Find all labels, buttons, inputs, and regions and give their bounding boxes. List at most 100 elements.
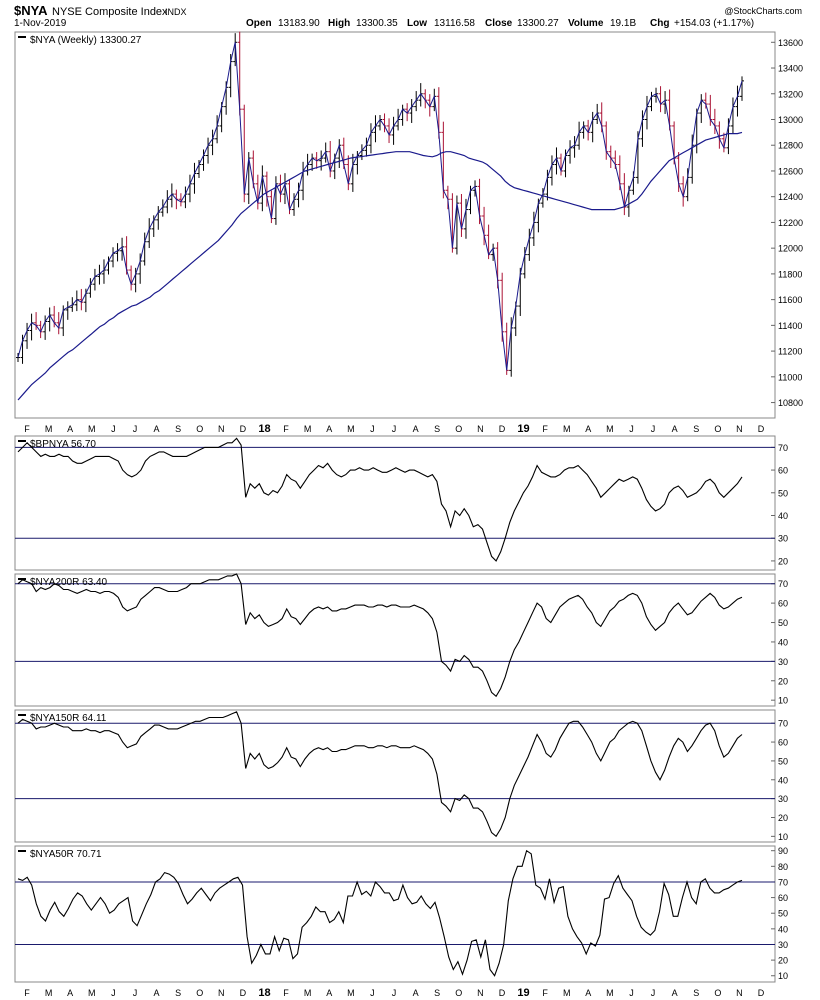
x-tick-label: D xyxy=(499,424,506,434)
x-tick-label: J xyxy=(370,988,375,998)
x-tick-label: A xyxy=(585,988,591,998)
y-tick-label: 50 xyxy=(778,909,788,919)
x-tick-label: D xyxy=(499,988,506,998)
volume-value: 19.1B xyxy=(610,18,636,29)
panel-title: $NYA200R 63.40 xyxy=(30,577,108,588)
high-value: 13300.35 xyxy=(356,18,398,29)
x-tick-label: A xyxy=(154,988,160,998)
close-value: 13300.27 xyxy=(517,18,559,29)
x-tick-label: J xyxy=(133,424,138,434)
x-tick-label: N xyxy=(736,424,743,434)
x-tick-label: J xyxy=(392,424,397,434)
x-axis-months: F M A M J J A S O N D 18 F M A M J J A S O N D 19 F M A M J J A S O N D F M A… xyxy=(24,423,765,999)
price-bars xyxy=(16,31,744,377)
x-tick-label: A xyxy=(326,424,332,434)
y-tick-label: 40 xyxy=(778,775,788,785)
x-tick-label: O xyxy=(455,988,462,998)
x-tick-label: N xyxy=(736,988,743,998)
x-tick-label: S xyxy=(693,988,699,998)
legend-swatch xyxy=(18,850,26,852)
y-tick-label: 12800 xyxy=(778,141,803,151)
x-tick-label: F xyxy=(24,424,30,434)
indicator-line xyxy=(17,849,743,977)
chg-value: +154.03 (+1.17%) xyxy=(674,18,754,29)
open-label: Open xyxy=(246,18,272,29)
x-tick-label: F xyxy=(283,424,289,434)
x-tick-label: S xyxy=(434,988,440,998)
x-tick-label: A xyxy=(672,988,678,998)
x-tick-label: S xyxy=(693,424,699,434)
y-tick-label: 90 xyxy=(778,846,788,856)
x-tick-label: 19 xyxy=(517,987,529,999)
x-tick-label: J xyxy=(629,988,634,998)
x-tick-label: D xyxy=(240,424,247,434)
x-tick-label: M xyxy=(88,424,96,434)
panel-border xyxy=(14,31,776,419)
y-tick-label: 70 xyxy=(778,443,788,453)
x-tick-label: F xyxy=(542,988,548,998)
x-tick-label: M xyxy=(347,424,355,434)
y-tick-label: 30 xyxy=(778,940,788,950)
symbol: $NYA xyxy=(14,3,48,18)
x-tick-label: M xyxy=(45,424,53,434)
moving-average-line xyxy=(17,131,743,401)
legend-swatch xyxy=(18,578,26,580)
y-tick-label: 40 xyxy=(778,924,788,934)
y-tick-label: 40 xyxy=(778,637,788,647)
panel-border xyxy=(14,435,776,571)
panel-title: $NYA50R 70.71 xyxy=(30,849,102,860)
x-tick-label: M xyxy=(304,988,312,998)
y-tick-label: 11800 xyxy=(778,269,802,279)
x-tick-label: A xyxy=(585,424,591,434)
panel-border xyxy=(14,709,776,843)
x-tick-label: N xyxy=(477,988,484,998)
y-tick-label: 30 xyxy=(778,794,788,804)
y-tick-label: 60 xyxy=(778,466,788,476)
y-tick-label: 13000 xyxy=(778,115,803,125)
x-tick-label: S xyxy=(175,988,181,998)
y-tick-label: 12600 xyxy=(778,166,803,176)
high-label: High xyxy=(328,18,350,29)
y-tick-label: 10 xyxy=(778,696,788,706)
x-tick-label: M xyxy=(347,988,355,998)
y-tick-label: 60 xyxy=(778,738,788,748)
y-tick-label: 70 xyxy=(778,579,788,589)
x-tick-label: J xyxy=(133,988,138,998)
y-tick-label: 12400 xyxy=(778,192,803,202)
indicator-line xyxy=(17,573,743,698)
y-tick-label: 13600 xyxy=(778,38,803,48)
y-tick-label: 50 xyxy=(778,488,788,498)
y-tick-label: 20 xyxy=(778,676,788,686)
date: 1-Nov-2019 xyxy=(14,18,67,29)
x-tick-label: 18 xyxy=(258,987,270,999)
price-line xyxy=(17,42,743,371)
x-tick-label: A xyxy=(154,424,160,434)
index-name: NYSE Composite Index xyxy=(52,6,168,18)
indicator-line xyxy=(17,711,743,838)
y-tick-label: 10800 xyxy=(778,398,803,408)
x-tick-label: D xyxy=(758,988,765,998)
x-tick-label: A xyxy=(67,424,73,434)
legend-swatch xyxy=(18,714,26,716)
y-tick-label: 30 xyxy=(778,657,788,667)
x-tick-label: A xyxy=(413,424,419,434)
x-tick-label: N xyxy=(218,988,225,998)
y-tick-label: 70 xyxy=(778,719,788,729)
x-tick-label: A xyxy=(672,424,678,434)
x-tick-label: F xyxy=(283,988,289,998)
y-tick-label: 12000 xyxy=(778,244,803,254)
x-tick-label: S xyxy=(434,424,440,434)
panel-title: $NYA (Weekly) 13300.27 xyxy=(30,35,142,46)
x-tick-label: O xyxy=(196,988,203,998)
x-tick-label: O xyxy=(714,424,721,434)
y-tick-label: 11000 xyxy=(778,372,802,382)
y-tick-label: 50 xyxy=(778,756,788,766)
x-tick-label: M xyxy=(304,424,312,434)
x-tick-label: J xyxy=(392,988,397,998)
y-tick-label: 40 xyxy=(778,511,788,521)
x-tick-label: N xyxy=(218,424,225,434)
y-tick-label: 13400 xyxy=(778,64,803,74)
watermark: @StockCharts.com xyxy=(724,6,802,16)
y-tick-label: 80 xyxy=(778,862,788,872)
